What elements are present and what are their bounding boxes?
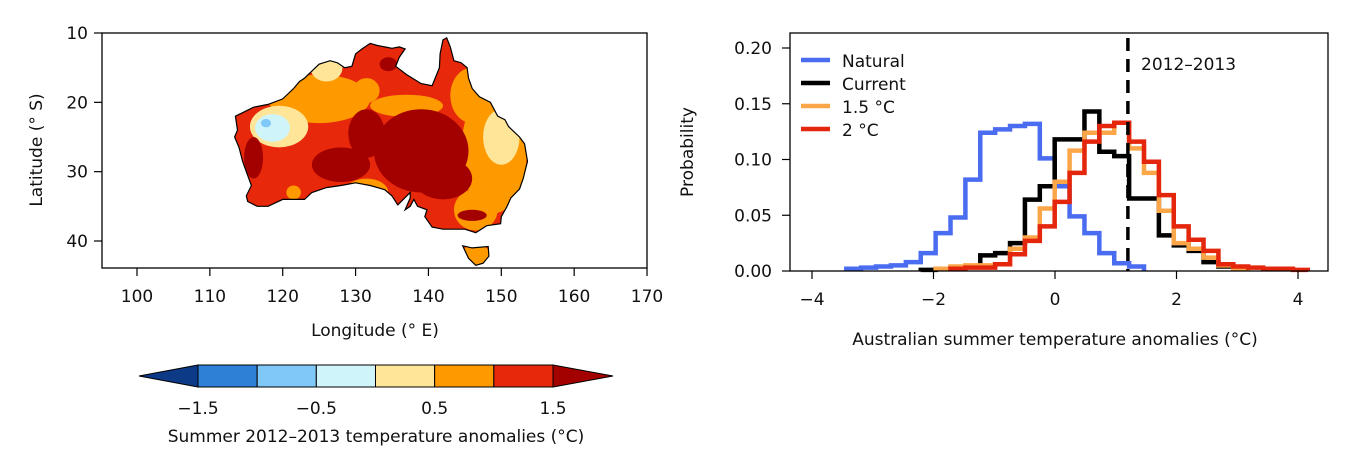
anomaly-region-dark-red <box>311 147 371 183</box>
colorbar-label: Summer 2012–2013 temperature anomalies (… <box>168 427 585 447</box>
anomaly-region-dark-red <box>379 57 398 72</box>
legend-label: 2 °C <box>842 121 879 141</box>
histogram-y-tick-label: 0.20 <box>734 39 772 59</box>
histogram-y-tick-label: 0.10 <box>734 151 772 171</box>
colorbar-segment <box>315 364 377 388</box>
map-y-label: Latitude (° S) <box>27 93 47 206</box>
map-x-tick-label: 170 <box>631 287 663 307</box>
map-panel: 100 110 120 130 140 150 160 170 10 20 30 40 Longitu… <box>27 24 663 341</box>
histogram-x-tick-label: 2 <box>1171 290 1182 310</box>
map-x-label: Longitude (° E) <box>311 321 439 341</box>
map-x-tick-label: 110 <box>194 287 226 307</box>
colorbar-tick-label: 1.5 <box>539 399 566 419</box>
coastline <box>233 37 529 266</box>
histogram-y-tick-label: 0.00 <box>734 262 772 282</box>
map-y-tick-label: 20 <box>66 93 88 113</box>
legend: Natural Current 1.5 °C 2 °C <box>801 52 906 141</box>
histogram-x-tick-label: −4 <box>799 290 824 310</box>
legend-label: Current <box>842 75 906 95</box>
colorbar-segment <box>434 364 495 388</box>
anomaly-region-dark-red <box>457 209 487 221</box>
anomaly-region-light-blue <box>255 114 291 142</box>
event-annotation-label: 2012–2013 <box>1141 55 1236 75</box>
colorbar-segment <box>197 364 258 388</box>
histogram-y-label: Probability <box>678 107 698 197</box>
map-y-tick-label: 10 <box>66 24 88 44</box>
anomaly-region-orange <box>286 185 301 200</box>
map-x-tick-label: 140 <box>412 287 444 307</box>
anomaly-region-orange <box>353 78 380 104</box>
histogram-x-tick-label: 4 <box>1293 290 1304 310</box>
colorbar-extend-high <box>552 364 614 388</box>
map-x-tick-label: 130 <box>339 287 371 307</box>
histogram-panel: −4 −2 0 2 4 0.00 0.05 0.10 0.15 0.20 Natural Curre… <box>678 32 1329 350</box>
map-x-tick-label: 100 <box>121 287 153 307</box>
anomaly-region-dark-red <box>244 136 264 179</box>
map-x-tick-label: 120 <box>266 287 298 307</box>
colorbar-segment <box>256 364 317 388</box>
histogram-x-label: Australian summer temperature anomalies … <box>852 330 1258 350</box>
colorbar-tick-label: −0.5 <box>296 399 337 419</box>
colorbar-tick-label: −1.5 <box>177 399 218 419</box>
anomaly-region-blue <box>260 118 272 128</box>
histogram-x-tick-label: −2 <box>921 290 946 310</box>
map-x-tick-label: 160 <box>558 287 590 307</box>
histogram-y-tick-label: 0.15 <box>734 95 772 115</box>
colorbar-extend-low <box>138 364 199 388</box>
histogram-x-tick-label: 0 <box>1050 290 1061 310</box>
map-y-tick-label: 30 <box>66 163 88 183</box>
anomaly-region-orange <box>453 188 498 231</box>
histogram-y-tick-label: 0.05 <box>734 206 772 226</box>
map-y-tick-label: 40 <box>66 232 88 252</box>
colorbar-segment <box>375 364 436 388</box>
colorbar: −1.5 −0.5 0.5 1.5 Summer 2012–2013 temperat… <box>138 364 614 447</box>
histogram-series-natural <box>844 121 1147 272</box>
map-x-tick-label: 150 <box>485 287 517 307</box>
legend-label: 1.5 °C <box>842 98 895 118</box>
colorbar-segment <box>493 364 554 388</box>
legend-label: Natural <box>842 52 905 72</box>
anomaly-region-dark-red <box>348 109 385 158</box>
histogram-frame <box>789 32 1329 272</box>
anomaly-region-dark-red <box>413 157 473 200</box>
colorbar-tick-label: 0.5 <box>421 399 448 419</box>
